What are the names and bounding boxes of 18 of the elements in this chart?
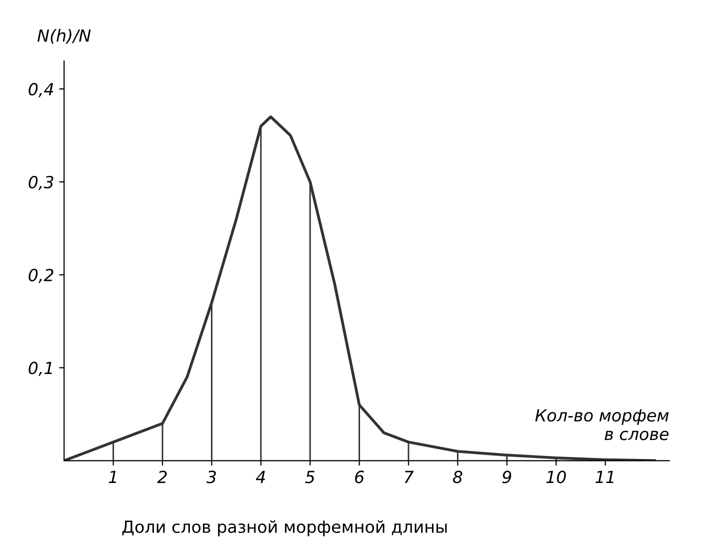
text: Доли слов разной морфемной длины	[122, 520, 447, 536]
y-tick-label: 0,2	[28, 268, 54, 284]
y-tick-label: 0,4	[28, 82, 54, 98]
x-tick-label: 10	[546, 470, 566, 484]
x-tick-label: 7	[404, 470, 414, 484]
x-tick-label: 1	[108, 470, 116, 484]
x-tick-label: 5	[305, 470, 314, 484]
x-tick-label: 4	[256, 470, 266, 484]
x-axis-title: Кол-во морфем в слове	[535, 409, 669, 440]
x-tick-label: 6	[355, 470, 364, 484]
y-tick-label: 0,1	[28, 362, 52, 376]
y-tick-label: 0,3	[28, 176, 54, 190]
x-tick-label: 11	[596, 470, 614, 484]
x-tick-label: 9	[502, 470, 512, 484]
y-axis-title: N(h)/N	[37, 28, 91, 44]
x-tick-label: 8	[452, 470, 462, 484]
x-tick-label: 2	[157, 470, 167, 484]
x-tick-label: 3	[206, 470, 216, 484]
